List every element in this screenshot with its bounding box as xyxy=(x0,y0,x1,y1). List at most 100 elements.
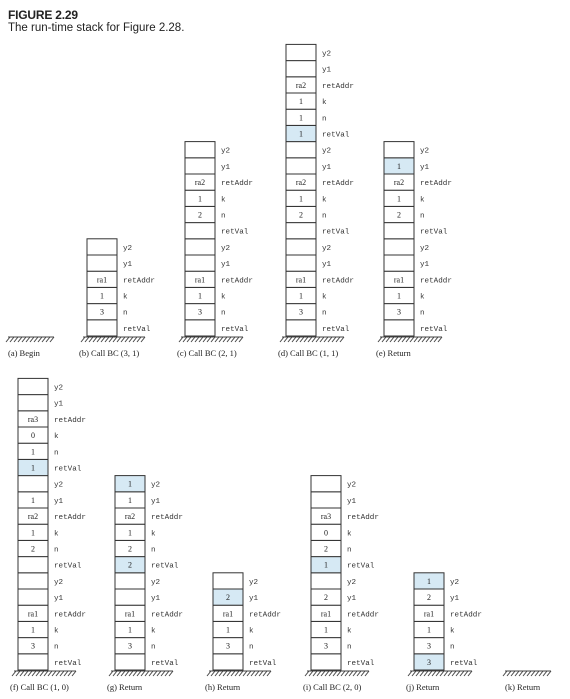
cell-value: ra3 xyxy=(321,512,331,521)
stack-cell: y2 xyxy=(17,475,64,493)
stack-cell: ra3 retAddr xyxy=(310,507,379,525)
cell-label: n xyxy=(221,213,226,221)
stack-cell: y1 xyxy=(114,588,161,606)
stack-cell: y1 xyxy=(17,394,64,412)
cell-value: 1 xyxy=(427,577,431,586)
cell-label: retAddr xyxy=(151,611,183,619)
stack-cell: ra3 retAddr xyxy=(17,410,86,428)
cell-box xyxy=(114,588,146,606)
stack-cell: 3 retVal xyxy=(413,653,478,671)
stack-cell: y2 xyxy=(86,238,133,256)
stack-cell: y1 xyxy=(86,254,133,272)
cell-value: ra3 xyxy=(28,415,38,424)
stack-caption: (d) Call BC (1, 1) xyxy=(278,348,338,358)
cell-label: k xyxy=(420,196,425,204)
cell-value: 1 xyxy=(198,292,202,301)
cell-label: k xyxy=(221,294,226,302)
cell-label: n xyxy=(249,644,254,652)
stack-cell: 1 retVal xyxy=(17,458,82,477)
stack-cell: 1 y2 xyxy=(114,475,161,493)
stack-caption: (k) Return xyxy=(505,682,541,692)
cell-label: retVal xyxy=(420,326,448,334)
cell-label: k xyxy=(450,628,455,636)
stack-cell: ra1 retAddr xyxy=(285,270,354,288)
stack-cell: y2 xyxy=(285,43,332,62)
stack-cell: y2 xyxy=(184,141,231,159)
cell-value: ra2 xyxy=(394,178,404,187)
stack-cell: retVal xyxy=(383,222,448,240)
cell-box xyxy=(310,653,342,671)
cell-value: 3 xyxy=(100,308,104,317)
cell-value: ra2 xyxy=(125,512,135,521)
cell-label: retAddr xyxy=(151,514,183,522)
cell-label: k xyxy=(123,294,128,302)
cell-label: y2 xyxy=(249,579,259,587)
cell-box xyxy=(285,222,317,240)
cell-label: y2 xyxy=(347,579,357,587)
cell-value: ra1 xyxy=(97,275,107,284)
cell-value: ra1 xyxy=(394,275,404,284)
cell-label: n xyxy=(151,644,156,652)
cell-box xyxy=(285,43,317,62)
cell-label: k xyxy=(347,530,352,538)
cell-label: y1 xyxy=(347,498,357,506)
stack-cell: y1 xyxy=(184,254,231,272)
stack-cell: y2 xyxy=(114,572,161,590)
stack-caption: (c) Call BC (2, 1) xyxy=(177,348,237,358)
stack-cell: y2 xyxy=(310,475,357,493)
stack-cell: 1 y1 xyxy=(114,491,161,509)
stack-cell: y1 xyxy=(285,157,332,175)
cell-label: y2 xyxy=(322,245,332,253)
cell-label: y2 xyxy=(450,579,460,587)
cell-value: 1 xyxy=(31,626,35,635)
cell-label: retAddr xyxy=(450,611,482,619)
cell-box xyxy=(310,475,342,493)
cell-label: k xyxy=(151,530,156,538)
cell-value: 1 xyxy=(128,626,132,635)
figure-caption: The run-time stack for Figure 2.28. xyxy=(8,22,185,34)
cell-label: y2 xyxy=(54,482,64,490)
stack-cell: retVal xyxy=(310,653,375,671)
stack-cell: y2 xyxy=(17,572,64,590)
cell-box xyxy=(383,141,415,159)
stack-cell: y2 xyxy=(310,572,357,590)
stack-cell: y2 xyxy=(285,141,332,159)
cell-label: y1 xyxy=(123,261,133,269)
cell-value: 2 xyxy=(198,211,202,220)
cell-label: retAddr xyxy=(322,83,354,91)
stack-cell: y1 xyxy=(285,254,332,272)
cell-label: y2 xyxy=(151,482,161,490)
stack-cell: 1 y1 xyxy=(383,157,430,175)
cell-label: k xyxy=(322,99,327,107)
cell-box xyxy=(212,572,244,590)
cell-box xyxy=(17,572,49,590)
cell-value: 1 xyxy=(299,194,303,203)
cell-label: y1 xyxy=(420,261,430,269)
cell-label: retAddr xyxy=(221,277,253,285)
cell-label: k xyxy=(322,294,327,302)
cell-label: y1 xyxy=(221,261,231,269)
stack-cell: 2 y1 xyxy=(413,588,460,606)
cell-label: y2 xyxy=(54,579,64,587)
stack-cell: y2 xyxy=(383,238,430,256)
cell-box xyxy=(383,319,415,337)
cell-value: 2 xyxy=(324,545,328,554)
cell-label: n xyxy=(347,644,352,652)
stack-cell: ra1 retAddr xyxy=(114,604,183,622)
stack-cell: retVal xyxy=(184,222,249,240)
